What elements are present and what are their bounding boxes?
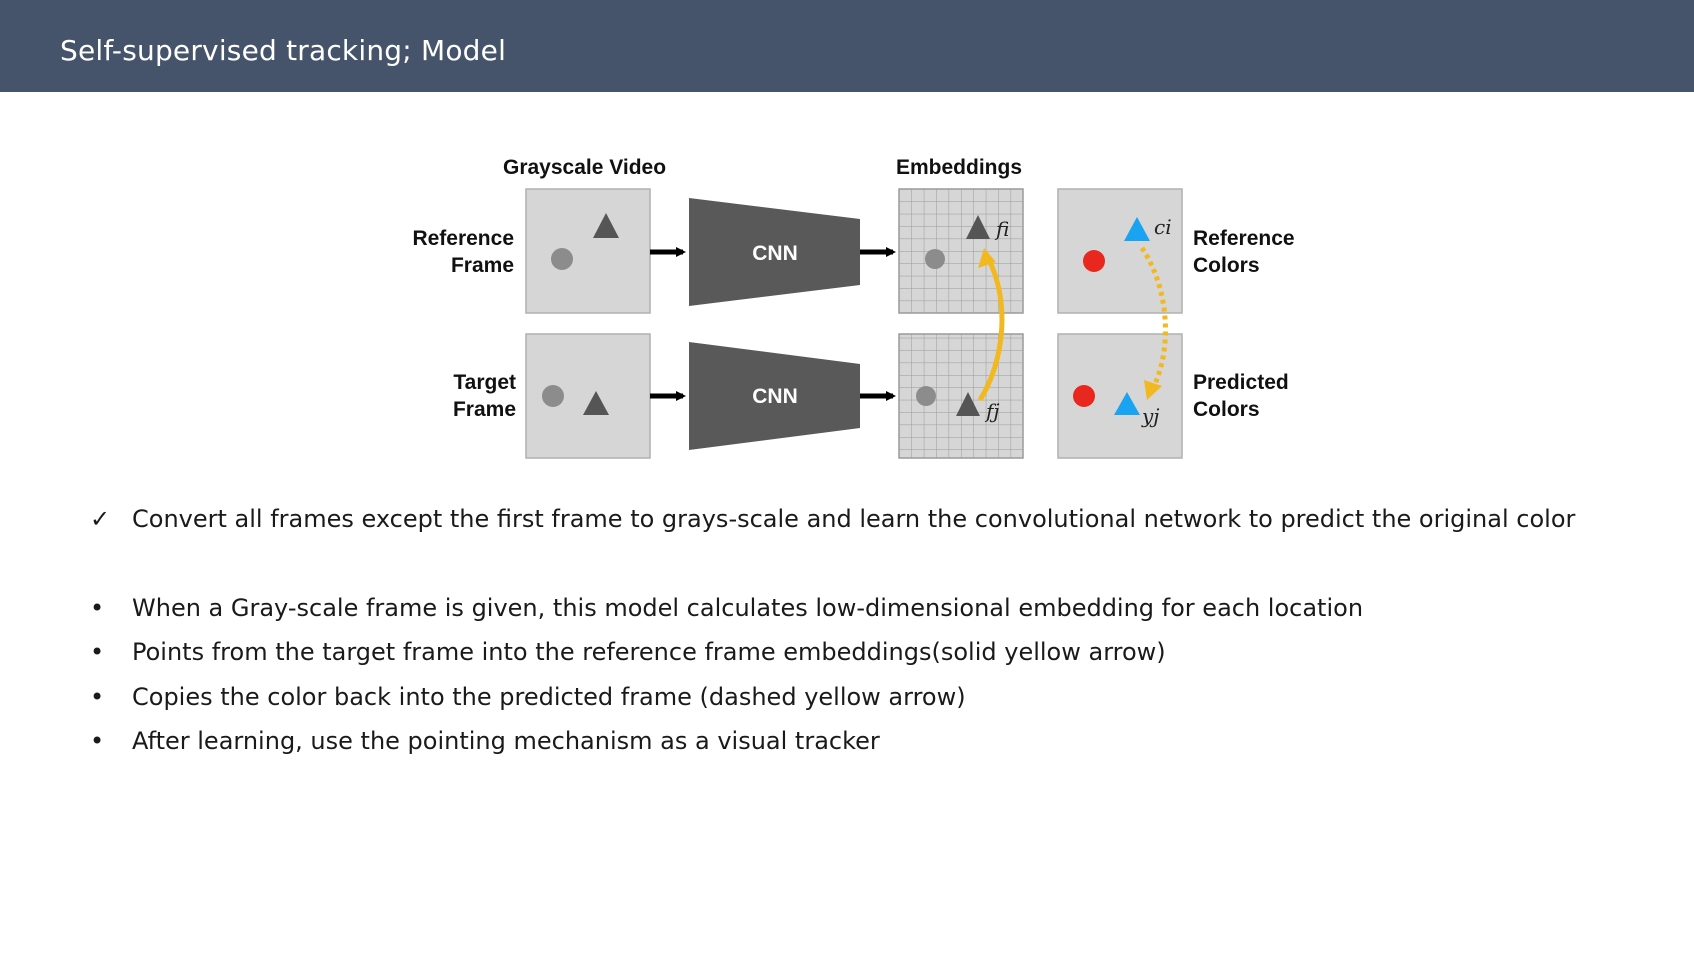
check-mark-icon: ✓	[90, 505, 111, 533]
bullet-text: Points from the target frame into the re…	[132, 638, 1166, 666]
checklist-text: Convert all frames except the first fram…	[132, 505, 1576, 533]
reference-frame-box	[525, 188, 651, 314]
grayscale-video-heading: Grayscale Video	[503, 156, 667, 179]
label-yj: yj	[1141, 404, 1160, 428]
reference-embedding-circle	[925, 249, 945, 269]
bullet-icon: •	[90, 638, 105, 666]
label-ci: ci	[1154, 215, 1172, 239]
solid-yellow-arrowhead	[978, 248, 996, 268]
label-fj: fj	[984, 399, 1000, 423]
embeddings-heading: Embeddings	[896, 156, 1023, 179]
label-fi: fi	[994, 217, 1009, 241]
cnn-label-top: CNN	[752, 242, 798, 265]
target-frame-triangle	[583, 391, 609, 415]
predicted-colors-label: Predicted Colors	[1193, 371, 1289, 421]
reference-frame-triangle	[593, 213, 619, 238]
reference-embedding-gridlines	[898, 188, 1024, 314]
reference-frame-circle	[551, 248, 573, 270]
cnn-block-bottom	[689, 342, 860, 450]
reference-embedding-triangle	[966, 215, 990, 239]
slide-title: Self-supervised tracking; Model	[60, 34, 507, 67]
target-frame-circle	[542, 385, 564, 407]
bullet-icon: •	[90, 594, 105, 622]
bullet-text: After learning, use the pointing mechani…	[132, 727, 880, 755]
predicted-colors-red-circle	[1073, 385, 1095, 407]
reference-frame-label: Reference Frame	[412, 227, 514, 277]
bullet-icon: •	[90, 727, 105, 755]
target-frame-label: Target Frame	[452, 371, 516, 421]
reference-colors-label: Reference Colors	[1193, 227, 1295, 277]
slide-header: Self-supervised tracking; Model	[0, 0, 1694, 92]
solid-yellow-arrow	[977, 256, 1005, 402]
cnn-label-bottom: CNN	[752, 385, 798, 408]
bullet-icon: •	[90, 683, 105, 711]
bullet-text: When a Gray-scale frame is given, this m…	[132, 594, 1364, 622]
target-embedding-triangle	[956, 392, 980, 416]
predicted-colors-blue-triangle	[1114, 392, 1140, 415]
dashed-yellow-arrowhead	[1144, 380, 1162, 400]
target-embedding-circle	[916, 386, 936, 406]
reference-colors-blue-triangle	[1124, 217, 1150, 241]
bullet-text: Copies the color back into the predicted…	[132, 683, 966, 711]
dashed-yellow-arrow	[1139, 246, 1168, 390]
cnn-block-top	[689, 198, 860, 306]
reference-colors-red-circle	[1083, 250, 1105, 272]
